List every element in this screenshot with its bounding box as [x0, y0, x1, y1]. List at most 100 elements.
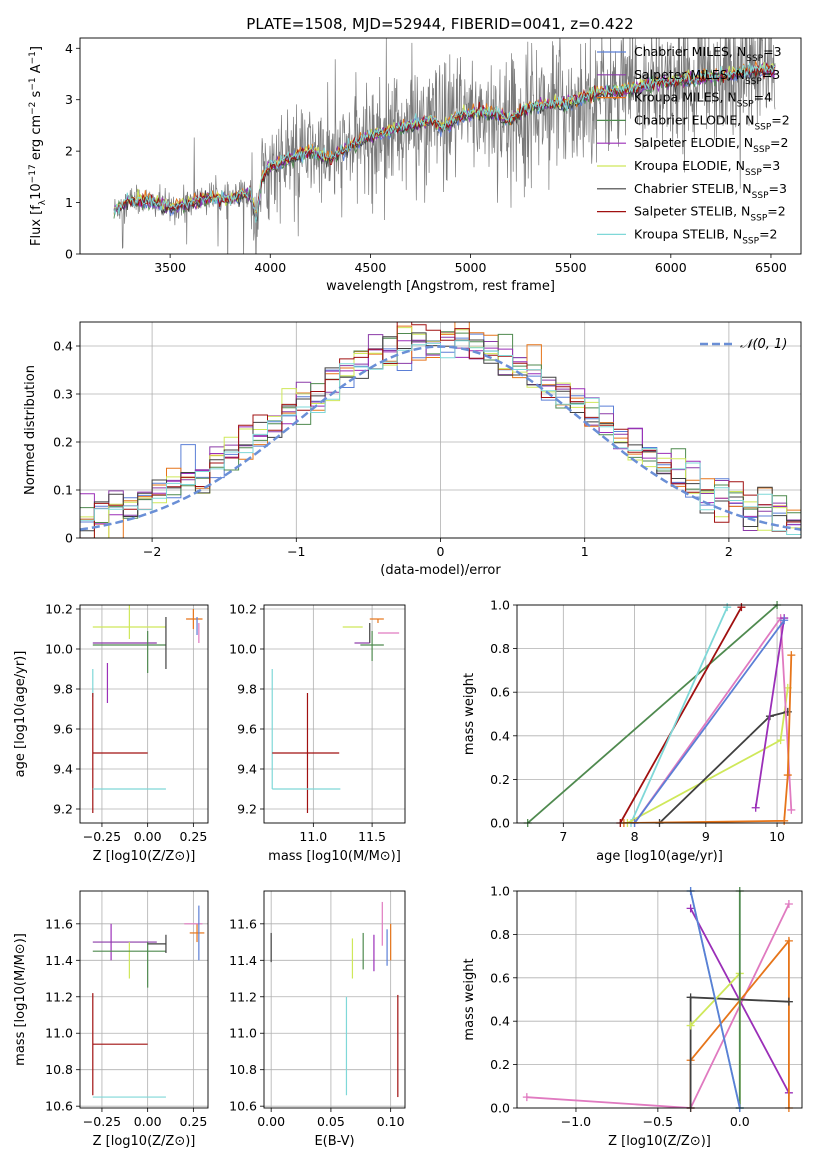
y-tick-label: 0.4 [53, 339, 73, 354]
y-tick-label: 0.6 [490, 685, 510, 700]
x-tick-label: 6000 [655, 260, 687, 275]
error-bar [92, 993, 148, 1096]
y-tick-label: 11.4 [229, 953, 257, 968]
x-tick-label: −0.25 [83, 829, 121, 844]
y-tick-label: 0.4 [490, 1014, 510, 1029]
axes-frame [516, 890, 803, 1109]
y-tick-label: 0.2 [490, 1057, 510, 1072]
axes-frame [79, 604, 209, 824]
weight-line [623, 655, 793, 823]
weight-line [630, 606, 729, 823]
x-axis-label: E(B-V) [314, 1134, 354, 1149]
x-tick-label: −0.5 [643, 1114, 673, 1129]
legend-label: Kroupa STELIB, NSSP=2 [634, 226, 778, 246]
x-axis-label: Z [log10(Z/Z⊙)] [608, 1134, 711, 1149]
y-tick-label: 1.0 [490, 884, 510, 899]
weight-marker [780, 816, 789, 825]
legend-label: Salpeter MILES, NSSP=3 [634, 67, 780, 87]
y-tick-label: 9.2 [53, 802, 73, 817]
x-tick-label: 0.25 [179, 1114, 207, 1129]
x-tick-label: 0.25 [179, 829, 207, 844]
x-tick-label: 11.0 [299, 829, 327, 844]
weight_vs_Z-axes: −1.0 −0.5 0.0 0.0 0.2 0.4 0.6 0.8 1.0 Z [log10(Z/… [462, 884, 803, 1149]
weight-line [526, 903, 790, 1108]
y-tick-label: 10.6 [45, 1099, 73, 1114]
x-tick-label: 0.00 [134, 829, 162, 844]
weight-line [619, 606, 743, 823]
x-tick-label: 1 [581, 544, 589, 559]
y-tick-label: 2 [65, 144, 73, 159]
error-bar [360, 631, 384, 661]
weight-marker [686, 904, 695, 913]
weight-marker [751, 803, 760, 812]
error-bar [272, 693, 340, 813]
y-tick-label: 11.4 [45, 953, 73, 968]
y-tick-label: 9.8 [237, 682, 257, 697]
y-tick-label: 11.0 [229, 1026, 257, 1041]
spectrum-data-line [113, 38, 776, 254]
y-tick-label: 10.6 [229, 1099, 257, 1114]
x-tick-label: 0 [437, 544, 445, 559]
weight-marker [784, 900, 793, 909]
y-tick-label: 0.4 [490, 728, 510, 743]
x-tick-label: 6500 [755, 260, 787, 275]
legend-label: Chabrier ELODIE, NSSP=2 [634, 112, 790, 132]
y-tick-label: 0.3 [53, 387, 73, 402]
axes-frame [79, 321, 802, 539]
x-tick-label: 3500 [154, 260, 186, 275]
x-tick-label: 10 [769, 829, 785, 844]
y-axis-label: mass weight [462, 673, 477, 755]
age_vs_mass-axes: 11.0 11.5 9.2 9.4 9.6 9.8 10.0 10.2 mass [log10(… [229, 602, 406, 864]
x-tick-label: 0.00 [134, 1114, 162, 1129]
y-tick-label: 0 [65, 531, 73, 546]
y-tick-label: 9.4 [53, 762, 73, 777]
x-tick-label: 4500 [354, 260, 386, 275]
axes-frame [79, 37, 802, 255]
y-tick-label: 10.8 [45, 1062, 73, 1077]
y-tick-label: 4 [65, 41, 73, 56]
y-tick-label: 10.0 [229, 642, 257, 657]
y-tick-label: 9.6 [237, 722, 257, 737]
y-tick-label: 11.2 [229, 989, 257, 1004]
x-tick-label: −2 [143, 544, 161, 559]
residuals-axes: −2 −1 0 1 2 0 0.1 0.2 0.3 0.4 (data-model)/error No… [23, 321, 802, 578]
y-tick-label: 9.8 [53, 682, 73, 697]
y-tick-label: 9.4 [237, 762, 257, 777]
y-tick-label: 9.6 [53, 722, 73, 737]
x-tick-label: 11.5 [358, 829, 386, 844]
weight-marker [780, 616, 789, 625]
x-axis-label: Z [log10(Z/Z⊙)] [93, 1134, 196, 1149]
axes-frame [263, 604, 406, 824]
y-tick-label: 11.2 [45, 989, 73, 1004]
x-tick-label: 0.05 [317, 1114, 345, 1129]
x-tick-label: −1 [287, 544, 305, 559]
weight-marker [784, 997, 793, 1006]
spectrum-axes: 3500 4000 4500 5000 5500 6000 6500 0 1 2 3 4 wavelen… [28, 37, 802, 294]
mass_vs_ebv-axes: 0.00 0.05 0.10 10.6 10.8 11.0 11.2 11.4 11.6 E(B-… [229, 890, 406, 1149]
y-axis-label: Normed distribution [23, 365, 38, 495]
x-tick-label: 5500 [555, 260, 587, 275]
y-tick-label: 10.0 [45, 642, 73, 657]
weight-line [689, 891, 741, 1108]
weight-line [658, 710, 789, 823]
y-tick-label: 10.8 [229, 1062, 257, 1077]
x-tick-label: 5000 [455, 260, 487, 275]
error-bar [147, 934, 167, 953]
y-tick-label: 11.6 [229, 916, 257, 931]
weight-line [527, 605, 778, 823]
y-tick-label: 0.8 [490, 927, 510, 942]
weight-marker [783, 771, 792, 780]
y-tick-label: 3 [65, 92, 73, 107]
x-tick-label: 2 [725, 544, 733, 559]
x-tick-label: 0.10 [377, 1114, 405, 1129]
legend-label: Salpeter ELODIE, NSSP=2 [634, 135, 788, 155]
x-tick-label: 9 [702, 829, 710, 844]
y-axis-label: mass weight [462, 958, 477, 1040]
axes-frame [516, 604, 803, 824]
weight-marker [686, 1021, 695, 1030]
y-tick-label: 0.0 [490, 816, 510, 831]
weight-marker [784, 936, 793, 945]
legend-label: Salpeter STELIB, NSSP=2 [634, 204, 786, 224]
y-tick-label: 0.0 [490, 1101, 510, 1116]
legend-label: Kroupa ELODIE, NSSP=3 [634, 158, 780, 178]
